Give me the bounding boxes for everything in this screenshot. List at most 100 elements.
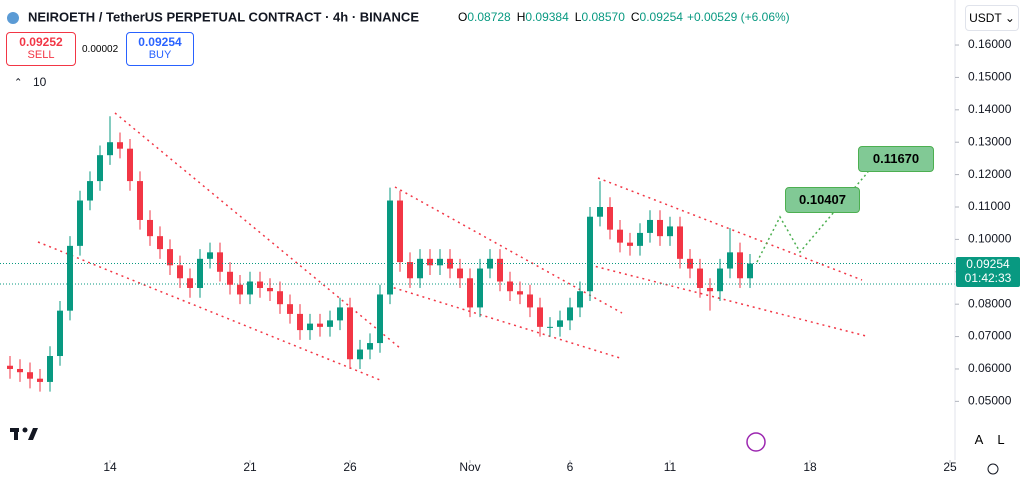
candle-body: [377, 294, 383, 344]
candle-body: [397, 200, 403, 263]
sell-label: SELL: [27, 49, 55, 61]
x-tick-label: Nov: [459, 460, 480, 474]
y-tick-label: 0.07000: [968, 329, 1012, 343]
trendline: [37, 241, 381, 381]
y-tick-label: 0.14000: [968, 102, 1012, 116]
candle-body: [257, 281, 263, 288]
candle-body: [227, 271, 233, 285]
candle-body: [247, 281, 253, 295]
candle-body: [267, 287, 273, 292]
candle-body: [597, 207, 603, 217]
candle-body: [327, 320, 333, 327]
y-tick-label: 0.15000: [968, 70, 1012, 84]
candle-body: [577, 291, 583, 308]
chart-title: NEIROETH / TetherUS PERPETUAL CONTRACT ·…: [28, 9, 419, 24]
candle-body: [587, 216, 593, 292]
trendline: [394, 186, 623, 314]
candle-body: [647, 219, 653, 233]
x-tick-label: 6: [567, 460, 574, 474]
candle-body: [417, 258, 423, 279]
candle-body: [707, 287, 713, 292]
candle-body: [637, 232, 643, 246]
legend-key: O: [458, 10, 468, 24]
candle-body: [367, 343, 373, 350]
chevron: ⌃: [14, 78, 22, 89]
candle-body: [437, 258, 443, 266]
y-tick-label: 0.12000: [968, 167, 1012, 181]
candle-body: [207, 252, 213, 259]
candle-body: [667, 226, 673, 237]
x-tick-label: 11: [664, 460, 677, 474]
candle-body: [737, 252, 743, 279]
buy-button[interactable]: 0.09254 BUY: [126, 32, 194, 66]
candle-body: [317, 323, 323, 327]
buy-price: 0.09254: [138, 35, 182, 49]
x-tick-label: 25: [943, 460, 957, 474]
candle-body: [197, 258, 203, 288]
y-tick-label: 0.05000: [968, 394, 1012, 408]
candle-body: [527, 294, 533, 308]
target-box: 0.11670: [858, 146, 934, 172]
candle-body: [617, 229, 623, 243]
candle-body: [217, 252, 223, 272]
candle-body: [427, 258, 433, 266]
candle-body: [727, 252, 733, 269]
candle-body: [347, 307, 353, 360]
currency-select[interactable]: USDT ⌄: [965, 5, 1019, 31]
candle-body: [97, 155, 103, 182]
projection: [756, 171, 869, 263]
event-icon[interactable]: [746, 432, 766, 452]
scale-button[interactable]: L: [997, 432, 1005, 447]
y-tick-label: 0.08000: [968, 296, 1012, 310]
legend-value: 0.08728: [467, 10, 511, 24]
candle-body: [17, 368, 23, 373]
candle-body: [497, 258, 503, 282]
candle-body: [287, 304, 293, 314]
candle-body: [557, 320, 563, 327]
settings-icon[interactable]: [987, 463, 999, 475]
x-tick-label: 14: [103, 460, 117, 474]
y-tick-label: 0.16000: [968, 37, 1012, 51]
candle-body: [747, 263, 753, 279]
candle-body: [27, 372, 33, 379]
candle-body: [57, 310, 63, 357]
candle-body: [567, 307, 573, 321]
sell-button[interactable]: 0.09252 SELL: [6, 32, 76, 66]
y-tick-label: 0.13000: [968, 134, 1012, 148]
candle-body: [477, 268, 483, 308]
candle-body: [357, 349, 363, 360]
candle-body: [37, 378, 43, 382]
y-tick-label: 0.11000: [968, 199, 1011, 213]
legend-value: 0.09254: [639, 10, 683, 24]
countdown: 01:42:33: [964, 270, 1012, 285]
scale-button[interactable]: A: [974, 432, 984, 447]
trendline: [597, 177, 863, 281]
candle-body: [117, 142, 123, 149]
candle-body: [177, 265, 183, 279]
candle-body: [387, 200, 393, 295]
candle-body: [407, 262, 413, 279]
candle-body: [77, 200, 83, 246]
legend-key: C: [630, 10, 640, 24]
indicator-count: 10: [33, 75, 47, 89]
candle-body: [167, 249, 173, 266]
candle-body: [337, 307, 343, 321]
candle-body: [467, 278, 473, 308]
legend-key: L: [574, 10, 582, 24]
x-tick-label: 21: [243, 460, 257, 474]
ohlc-legend: O0.08728 H0.09384 L0.08570 C0.09254 +0.00529…: [458, 10, 790, 24]
candle-body: [47, 356, 53, 382]
candle-body: [697, 268, 703, 288]
trendline: [387, 285, 621, 359]
candle-body: [7, 365, 13, 369]
last-price: 0.09254: [966, 256, 1010, 271]
last-price-tag: 0.09254 01:42:33: [956, 256, 1020, 287]
candle-body: [517, 291, 523, 295]
legend-key: H: [516, 10, 526, 24]
trendline: [589, 264, 867, 337]
candle-body: [157, 236, 163, 250]
candle-body: [657, 219, 663, 237]
sell-price: 0.09252: [19, 35, 63, 49]
